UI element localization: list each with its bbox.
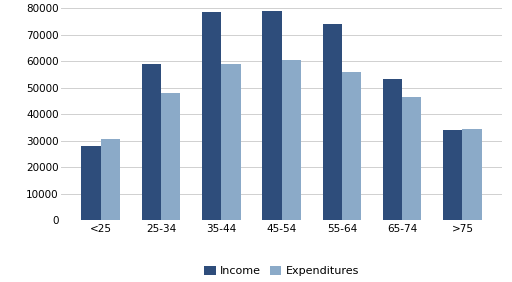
Bar — [81, 146, 101, 220]
Bar — [443, 130, 462, 220]
Bar — [323, 24, 342, 220]
Bar — [462, 129, 482, 220]
Bar — [262, 11, 282, 220]
Legend: Income, Expenditures: Income, Expenditures — [202, 264, 361, 278]
Bar — [101, 139, 120, 220]
Bar — [282, 60, 301, 220]
Bar — [221, 64, 241, 220]
Bar — [342, 72, 361, 220]
Bar — [402, 97, 421, 220]
Bar — [142, 64, 161, 220]
Bar — [202, 12, 221, 220]
Bar — [161, 93, 180, 220]
Bar — [383, 78, 402, 220]
